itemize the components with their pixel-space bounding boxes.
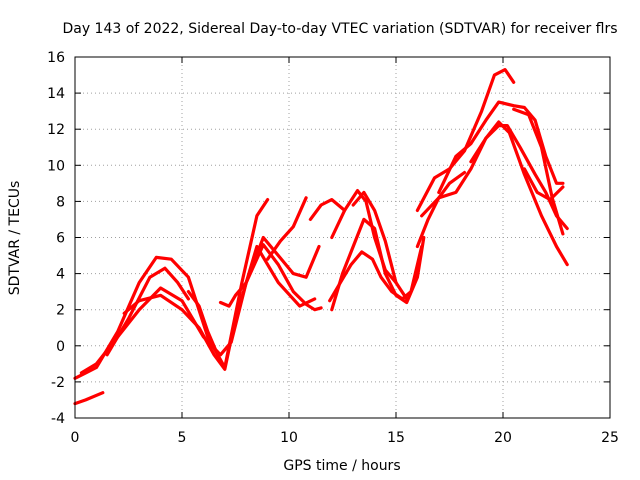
y-tick-label: 2	[56, 303, 65, 319]
chart-title: Day 143 of 2022, Sidereal Day-to-day VTE…	[62, 21, 617, 37]
x-tick-label: 10	[280, 430, 298, 446]
y-tick-label: 16	[47, 50, 65, 66]
data-series-trace-9	[330, 189, 398, 285]
axis-ticks	[74, 56, 611, 419]
data-series-trace-5	[218, 235, 321, 308]
data-series-trace-13	[437, 100, 565, 194]
data-series-trace-10	[308, 198, 347, 221]
y-tick-label: 8	[56, 194, 65, 210]
data-series-trace-2	[79, 243, 323, 375]
x-tick-labels: 0 5 10 15 20 25	[71, 430, 619, 446]
data-series-trace-6	[266, 196, 308, 261]
data-series-trace-20	[415, 170, 467, 249]
data-series-trace-15	[512, 107, 565, 236]
x-tick-label: 0	[71, 430, 80, 446]
x-tick-label: 20	[494, 430, 512, 446]
y-axis-title: SDTVAR / TECUs	[7, 181, 23, 296]
data-series-trace-4	[122, 244, 317, 371]
y-tick-label: 10	[47, 158, 65, 174]
data-series-trace-17	[186, 290, 218, 353]
y-tick-label: 6	[56, 231, 65, 247]
data-series-trace-7	[330, 217, 426, 312]
data-series-trace-14	[469, 123, 569, 231]
y-tick-label: 0	[56, 339, 65, 355]
data-series-trace-12	[420, 120, 569, 267]
y-tick-label: 4	[56, 267, 65, 283]
y-tick-label: 12	[47, 122, 65, 138]
x-tick-label: 5	[178, 430, 187, 446]
x-tick-label: 25	[601, 430, 619, 446]
data-series-trace-8	[328, 244, 424, 303]
y-tick-labels: -4 -2 0 2 4 6 8 10 12 14 16	[47, 50, 65, 427]
data-series-trace-16	[522, 167, 565, 202]
data-series-trace-11	[415, 67, 516, 212]
data-series-trace-19	[351, 190, 409, 301]
y-tick-label: -2	[51, 375, 65, 391]
x-axis-title: GPS time / hours	[283, 458, 400, 474]
grid-lines	[75, 57, 610, 418]
data-traces	[73, 67, 569, 406]
data-series-trace-3	[73, 391, 105, 406]
data-series-trace-18	[105, 266, 190, 357]
y-tick-label: 14	[47, 86, 65, 102]
x-tick-label: 15	[387, 430, 405, 446]
y-tick-label: -4	[51, 411, 65, 427]
data-series-trace-1	[73, 198, 270, 380]
